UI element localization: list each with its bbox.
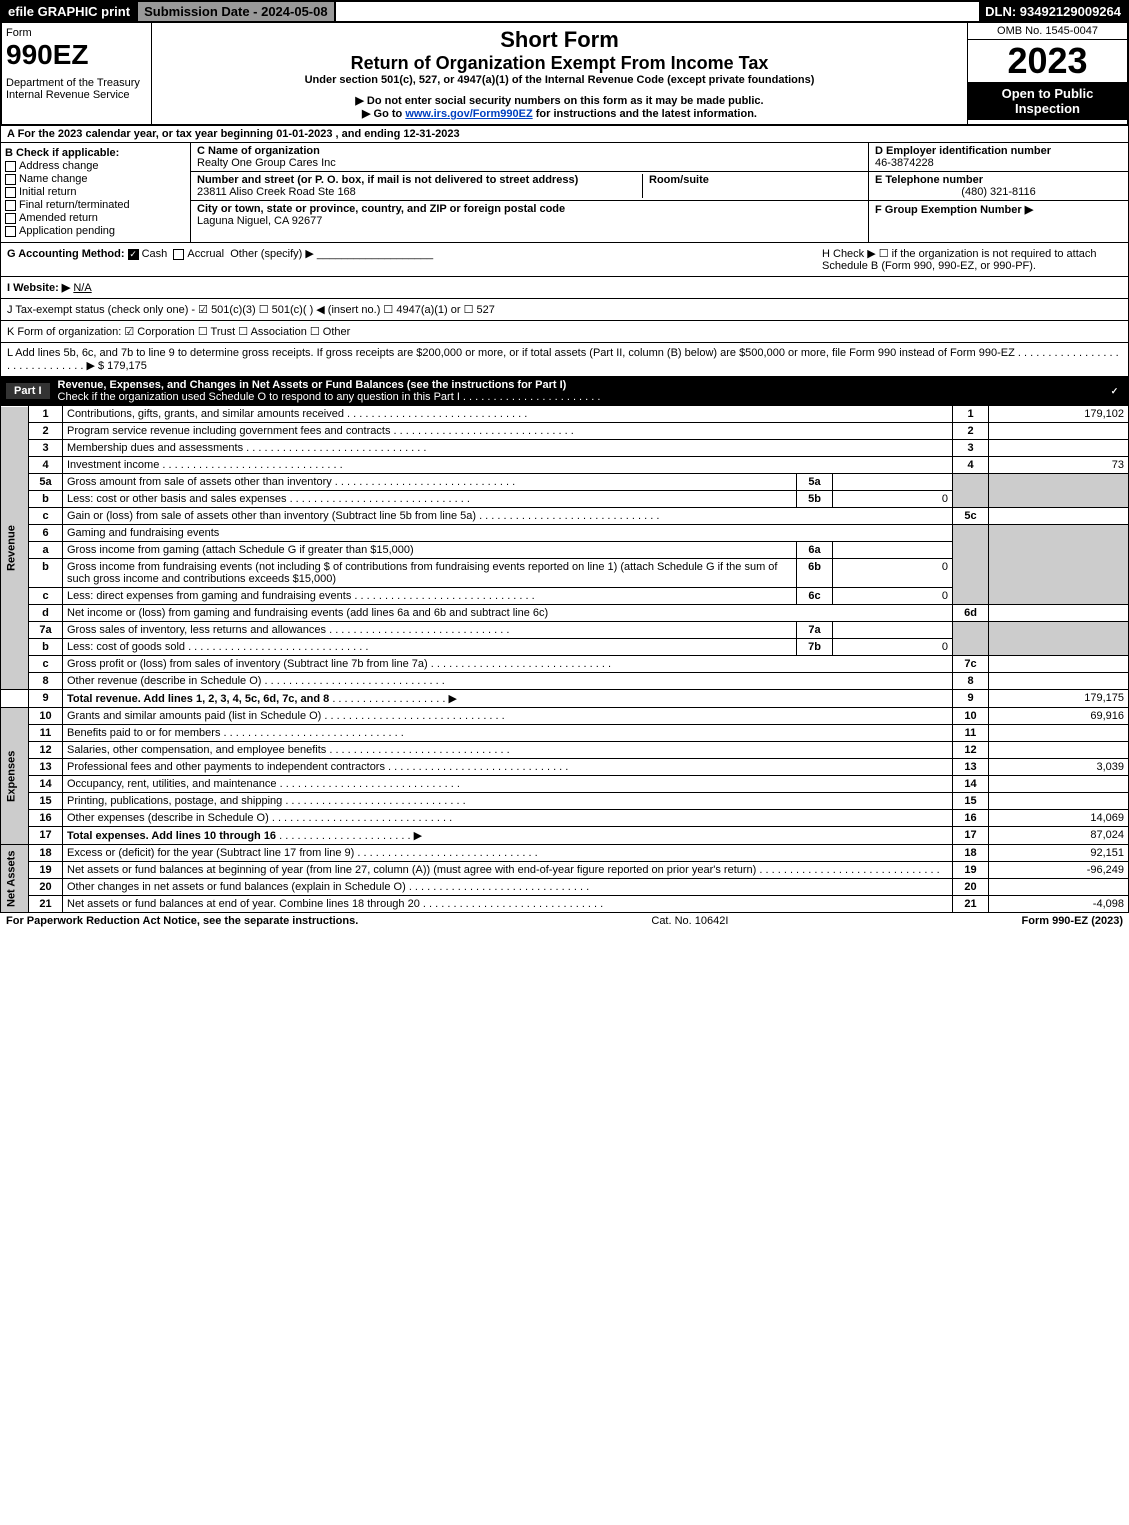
net-assets-side-label: Net Assets bbox=[1, 845, 29, 913]
i-label: I Website: ▶ bbox=[7, 282, 70, 294]
g-label: G Accounting Method: bbox=[7, 248, 125, 260]
check-amended-return[interactable]: Amended return bbox=[5, 212, 186, 224]
paperwork-notice: For Paperwork Reduction Act Notice, see … bbox=[6, 915, 358, 927]
omb-number: OMB No. 1545-0047 bbox=[968, 23, 1127, 40]
section-j: J Tax-exempt status (check only one) - ☑… bbox=[0, 299, 1129, 321]
title-short-form: Short Form bbox=[156, 27, 963, 53]
org-city: Laguna Niguel, CA 92677 bbox=[197, 215, 322, 227]
website-value: N/A bbox=[73, 282, 91, 294]
section-d-e-f: D Employer identification number46-38742… bbox=[868, 143, 1128, 242]
line-desc: Contributions, gifts, grants, and simila… bbox=[63, 406, 953, 423]
title-return: Return of Organization Exempt From Incom… bbox=[156, 53, 963, 74]
line-value: 179,102 bbox=[989, 406, 1129, 423]
accrual-checkbox[interactable] bbox=[173, 249, 184, 260]
section-l: L Add lines 5b, 6c, and 7b to line 9 to … bbox=[0, 343, 1129, 377]
part-i-table: Revenue 1Contributions, gifts, grants, a… bbox=[0, 405, 1129, 913]
subtitle-section: Under section 501(c), 527, or 4947(a)(1)… bbox=[156, 74, 963, 86]
header-right: OMB No. 1545-0047 2023 Open to Public In… bbox=[967, 23, 1127, 124]
check-application-pending[interactable]: Application pending bbox=[5, 225, 186, 237]
check-name-change[interactable]: Name change bbox=[5, 173, 186, 185]
org-address: 23811 Aliso Creek Road Ste 168 bbox=[197, 186, 356, 198]
top-bar: efile GRAPHIC print Submission Date - 20… bbox=[0, 0, 1129, 23]
part-i-header: Part I Revenue, Expenses, and Changes in… bbox=[0, 377, 1129, 405]
expenses-side-label: Expenses bbox=[1, 708, 29, 845]
other-label: Other (specify) ▶ bbox=[230, 248, 314, 260]
schedule-o-checkbox[interactable]: ✓ bbox=[1109, 386, 1120, 397]
cash-checkbox[interactable]: ✓ bbox=[128, 249, 139, 260]
tax-year: 2023 bbox=[968, 40, 1127, 82]
submission-date: Submission Date - 2024-05-08 bbox=[138, 2, 336, 21]
form-ref: Form 990-EZ (2023) bbox=[1022, 915, 1123, 927]
part-number: Part I bbox=[6, 383, 50, 399]
header-mid: Short Form Return of Organization Exempt… bbox=[152, 23, 967, 124]
c-name-label: C Name of organization bbox=[197, 145, 320, 157]
room-label: Room/suite bbox=[649, 174, 709, 186]
part-title: Revenue, Expenses, and Changes in Net As… bbox=[58, 379, 601, 403]
section-a: A For the 2023 calendar year, or tax yea… bbox=[0, 126, 1129, 143]
phone-value: (480) 321-8116 bbox=[875, 186, 1122, 198]
check-final-return[interactable]: Final return/terminated bbox=[5, 199, 186, 211]
irs-link[interactable]: www.irs.gov/Form990EZ bbox=[405, 108, 532, 120]
c-addr-label: Number and street (or P. O. box, if mail… bbox=[197, 174, 578, 186]
section-b: B Check if applicable: Address change Na… bbox=[1, 143, 191, 242]
public-inspection-badge: Open to Public Inspection bbox=[968, 82, 1127, 120]
dept-label: Department of the Treasury Internal Reve… bbox=[6, 77, 147, 101]
dln-label: DLN: 93492129009264 bbox=[979, 2, 1127, 21]
efile-label[interactable]: efile GRAPHIC print bbox=[2, 2, 138, 21]
section-i: I Website: ▶ N/A bbox=[0, 277, 1129, 299]
section-k: K Form of organization: ☑ Corporation ☐ … bbox=[0, 321, 1129, 343]
e-label: E Telephone number bbox=[875, 174, 983, 186]
cash-label: Cash bbox=[142, 248, 168, 260]
goto-suffix: for instructions and the latest informat… bbox=[533, 108, 757, 120]
revenue-side-label: Revenue bbox=[1, 406, 29, 690]
d-label: D Employer identification number bbox=[875, 145, 1051, 157]
section-g-h: G Accounting Method: ✓Cash Accrual Other… bbox=[0, 243, 1129, 277]
b-heading: B Check if applicable: bbox=[5, 147, 186, 159]
cat-no: Cat. No. 10642I bbox=[358, 915, 1021, 927]
check-initial-return[interactable]: Initial return bbox=[5, 186, 186, 198]
line-num: 1 bbox=[29, 406, 63, 423]
section-g: G Accounting Method: ✓Cash Accrual Other… bbox=[7, 247, 822, 272]
ein-value: 46-3874228 bbox=[875, 157, 934, 169]
page-footer: For Paperwork Reduction Act Notice, see … bbox=[0, 913, 1129, 929]
form-label: Form bbox=[6, 27, 147, 39]
goto-line: ▶ Go to www.irs.gov/Form990EZ for instru… bbox=[156, 107, 963, 120]
accrual-label: Accrual bbox=[187, 248, 224, 260]
check-address-change[interactable]: Address change bbox=[5, 160, 186, 172]
header-left: Form 990EZ Department of the Treasury In… bbox=[2, 23, 152, 124]
form-number: 990EZ bbox=[6, 39, 147, 71]
c-city-label: City or town, state or province, country… bbox=[197, 203, 565, 215]
section-c: C Name of organization Realty One Group … bbox=[191, 143, 868, 242]
section-b-to-f: B Check if applicable: Address change Na… bbox=[0, 143, 1129, 243]
ssn-warning: ▶ Do not enter social security numbers o… bbox=[156, 94, 963, 107]
f-label: F Group Exemption Number ▶ bbox=[875, 204, 1033, 216]
section-h: H Check ▶ ☐ if the organization is not r… bbox=[822, 247, 1122, 272]
org-name: Realty One Group Cares Inc bbox=[197, 157, 336, 169]
form-header: Form 990EZ Department of the Treasury In… bbox=[0, 23, 1129, 126]
goto-prefix: ▶ Go to bbox=[362, 108, 405, 120]
